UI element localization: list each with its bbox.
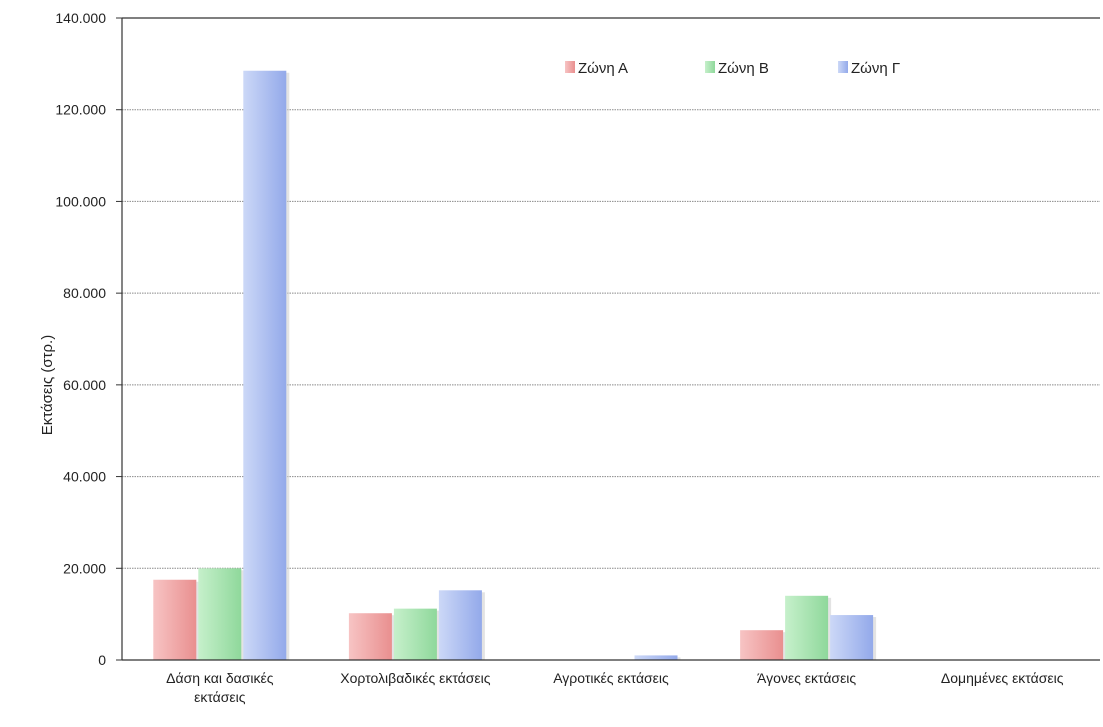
- bar-3-2: [438, 590, 482, 660]
- legend-swatch: [565, 61, 575, 73]
- bar-3-1: [243, 70, 287, 660]
- bar-3-4: [830, 615, 874, 660]
- y-tick-label: 0: [98, 652, 106, 668]
- legend-swatch: [705, 61, 715, 73]
- axes: [116, 17, 1100, 661]
- x-tick-label: Αγροτικές εκτάσεις: [553, 670, 669, 686]
- y-tick-label: 120.000: [55, 102, 106, 118]
- y-tick-labels: 0 20.000 40.000 60.000 80.000 100.000 120.000 1…: [55, 10, 106, 668]
- legend-label: Ζώνη Γ: [851, 60, 900, 77]
- legend: Ζώνη Α Ζώνη Β Ζώνη Γ: [565, 60, 900, 77]
- y-axis-label: Εκτάσεις (στρ.): [39, 335, 56, 435]
- y-tick-label: 80.000: [63, 285, 106, 301]
- x-tick-label: Χορτολιβαδικές εκτάσεις: [340, 670, 490, 686]
- legend-swatch: [838, 61, 848, 73]
- x-tick-labels: Δάση και δασικές εκτάσεις Χορτολιβαδικές ε…: [166, 670, 1064, 705]
- y-tick-label: 140.000: [55, 10, 106, 26]
- bar-1-1: [153, 579, 197, 660]
- bar-2-1: [198, 568, 242, 660]
- x-tick-label: Δομημένες εκτάσεις: [941, 670, 1064, 686]
- y-tick-label: 100.000: [55, 193, 106, 209]
- bar-2-2: [393, 608, 437, 660]
- bars: [153, 70, 877, 660]
- y-tick-label: 20.000: [63, 560, 106, 576]
- bar-3-3: [634, 655, 678, 660]
- x-tick-label: Δάση και δασικές: [166, 670, 274, 686]
- y-tick-label: 60.000: [63, 377, 106, 393]
- bar-1-4: [740, 630, 784, 660]
- y-tick-label: 40.000: [63, 469, 106, 485]
- legend-label: Ζώνη Α: [578, 60, 628, 77]
- x-tick-label: Άγονες εκτάσεις: [757, 670, 856, 686]
- x-tick-label: εκτάσεις: [194, 689, 246, 705]
- legend-label: Ζώνη Β: [718, 60, 769, 77]
- bar-1-2: [348, 613, 392, 660]
- bar-2-4: [785, 595, 829, 660]
